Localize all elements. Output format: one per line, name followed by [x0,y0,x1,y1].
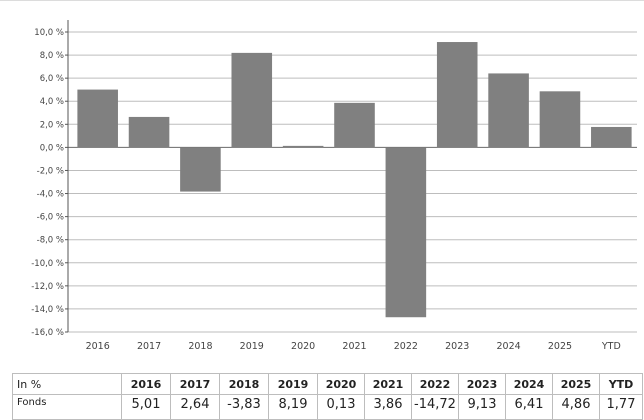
y-tick-label: -6,0 % [37,213,64,223]
table-header-cell: 2016 [121,373,171,395]
table-header-cell: 2017 [170,373,220,395]
bar [180,147,221,192]
table-header-cell: 2021 [364,373,412,395]
table-header-cell: 2020 [317,373,365,395]
y-tick-label: 10,0 % [34,28,64,38]
table-header-row: In % 2016 2017 2018 2019 2020 2021 2022 2023 202… [12,373,643,395]
y-tick-label: -4,0 % [37,190,64,200]
table-header-cell: 2025 [552,373,600,395]
x-tick-label: 2016 [86,341,110,352]
y-tick-label: -2,0 % [37,166,64,176]
bar [231,52,273,148]
table-cell: 4,86 [552,394,600,420]
table-cell: -14,72 [411,394,459,420]
table-cell: 9,13 [458,394,506,420]
bar [77,89,118,148]
x-tick-label: 2017 [137,341,161,352]
y-tick-label: -12,0 % [31,282,64,292]
y-tick-label: -10,0 % [31,259,64,269]
y-tick-label: -14,0 % [31,305,64,315]
bar [539,91,581,148]
x-axis-labels: 2016 2017 2018 2019 2020 2021 2022 2023 2024 2025… [86,341,621,352]
y-axis-ticks: 10,0 % 8,0 % 6,0 % 4,0 % 2,0 % 0,0 % -2,0 % -4,… [31,28,68,338]
x-tick-label: 2023 [445,341,469,352]
y-tick-label: 6,0 % [40,74,64,84]
table-header-cell: 2019 [268,373,318,395]
table-cell: -3,83 [219,394,269,420]
y-tick-label: 0,0 % [40,143,64,153]
table-cell: 6,41 [505,394,553,420]
bar [282,145,324,148]
table-header-cell: YTD [599,373,643,395]
bars [77,42,632,318]
table-header-cell: 2018 [219,373,269,395]
x-tick-label: 2025 [548,341,572,352]
table-header-cell: 2022 [411,373,459,395]
table-header-cell: 2023 [458,373,506,395]
table-cell: 3,86 [364,394,412,420]
bar [488,73,529,148]
bar-chart: 10,0 % 8,0 % 6,0 % 4,0 % 2,0 % 0,0 % -2,0 % -4,… [31,20,637,352]
returns-table: In % 2016 2017 2018 2019 2020 2021 2022 2023 202… [12,373,643,420]
y-tick-label: 2,0 % [40,120,64,130]
bar [385,147,427,318]
bar [436,42,478,148]
y-tick-label: 8,0 % [40,51,64,61]
x-tick-label: 2018 [188,341,212,352]
bar [334,102,375,148]
table-row-label: Fonds [12,394,122,420]
table-cell: 8,19 [268,394,318,420]
gridlines [68,31,637,333]
table-cell: 5,01 [121,394,171,420]
table-header-label: In % [12,373,122,395]
bar [591,126,632,148]
y-tick-label: -16,0 % [31,328,64,338]
y-tick-label: 4,0 % [40,97,64,107]
x-tick-label: 2022 [394,341,418,352]
x-tick-label: 2019 [240,341,264,352]
x-tick-label: 2024 [496,341,520,352]
x-tick-label: 2021 [342,341,366,352]
bar [128,116,170,148]
table-cell: 0,13 [317,394,365,420]
top-divider [0,0,644,1]
table-cell: 1,77 [599,394,643,420]
table-header-cell: 2024 [505,373,553,395]
x-tick-label: 2020 [291,341,315,352]
table-row: Fonds 5,01 2,64 -3,83 8,19 0,13 3,86 -14,72 9,1… [12,394,643,420]
y-tick-label: -8,0 % [37,236,64,246]
table-cell: 2,64 [170,394,220,420]
x-tick-label: YTD [601,341,621,352]
